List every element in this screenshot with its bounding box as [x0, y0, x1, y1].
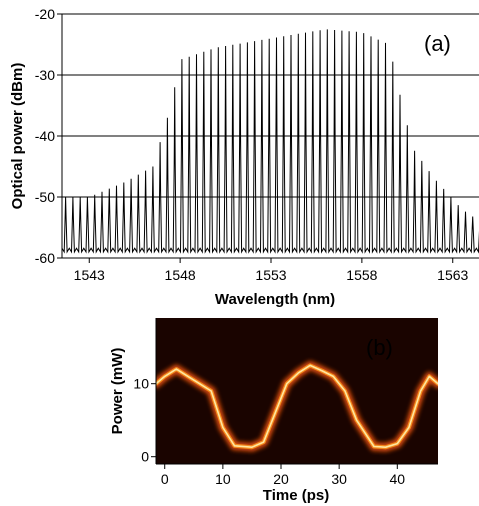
- spectrum-x-tick-label: 1563: [437, 267, 468, 283]
- eye-x-tick-label: 20: [273, 471, 289, 487]
- eye-y-ticks: 0 10: [133, 376, 156, 465]
- spectrum-x-axis-label: Wavelength (nm): [215, 291, 335, 308]
- eye-x-tick-label: 0: [161, 471, 169, 487]
- spectrum-y-tick-label: -30: [35, 67, 55, 83]
- panel-label-a: (a): [424, 31, 451, 56]
- eye-y-axis-label: Power (mW): [109, 348, 126, 435]
- spectrum-y-tick-label: -20: [35, 6, 55, 22]
- eye-trace-group: [156, 360, 438, 452]
- spectrum-y-tick-label: -60: [35, 250, 55, 266]
- spectrum-x-tick-label: 1558: [346, 267, 377, 283]
- spectrum-panel: -20 -30 -40 -50 -60 1543 1548 1553 1558 1563 (a)…: [9, 6, 479, 308]
- spectrum-x-ticks: 1543 1548 1553 1558 1563: [74, 258, 469, 283]
- spectrum-x-tick-label: 1548: [165, 267, 196, 283]
- eye-y-tick-label: 0: [141, 449, 149, 465]
- eye-x-ticks: 0 10 20 30 40: [161, 464, 405, 487]
- spectrum-y-tick-label: -50: [35, 189, 55, 205]
- eye-panel: 0 10 20 30 40 0 10 (b) Time (ps) Power (mW): [109, 318, 438, 504]
- eye-trace-core: [156, 364, 438, 448]
- eye-x-axis-label: Time (ps): [263, 487, 329, 504]
- spectrum-x-tick-label: 1543: [74, 267, 105, 283]
- spectrum-x-tick-label: 1553: [255, 267, 286, 283]
- eye-x-tick-label: 30: [331, 471, 347, 487]
- spectrum-y-axis-label: Optical power (dBm): [9, 63, 26, 210]
- eye-x-tick-label: 10: [215, 471, 231, 487]
- eye-y-tick-label: 10: [133, 376, 149, 392]
- panel-label-b: (b): [366, 335, 393, 360]
- spectrum-y-ticks: -20 -30 -40 -50 -60: [35, 6, 62, 266]
- eye-x-tick-label: 40: [390, 471, 406, 487]
- spectrum-y-tick-label: -40: [35, 128, 55, 144]
- spectrum-trace: [61, 29, 479, 254]
